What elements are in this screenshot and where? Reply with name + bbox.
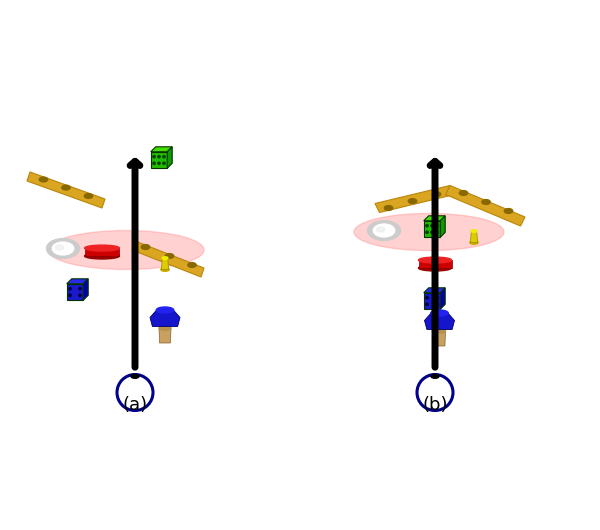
Ellipse shape: [504, 209, 513, 214]
Circle shape: [436, 303, 438, 305]
Circle shape: [153, 162, 155, 164]
Ellipse shape: [142, 245, 150, 250]
Polygon shape: [419, 260, 452, 268]
Ellipse shape: [52, 242, 74, 255]
Polygon shape: [445, 186, 525, 226]
Circle shape: [426, 225, 428, 227]
Ellipse shape: [384, 206, 392, 210]
Circle shape: [426, 231, 428, 233]
Polygon shape: [85, 248, 119, 256]
Ellipse shape: [432, 192, 440, 197]
Polygon shape: [132, 241, 204, 277]
Ellipse shape: [460, 191, 468, 196]
Polygon shape: [151, 147, 172, 152]
Ellipse shape: [159, 326, 171, 330]
Polygon shape: [425, 313, 455, 330]
Circle shape: [436, 225, 438, 227]
Polygon shape: [424, 216, 445, 221]
Polygon shape: [470, 231, 478, 243]
Circle shape: [158, 155, 160, 158]
Ellipse shape: [188, 262, 196, 268]
Polygon shape: [424, 221, 440, 237]
Polygon shape: [440, 216, 445, 237]
Polygon shape: [161, 258, 169, 269]
Polygon shape: [151, 152, 167, 168]
Ellipse shape: [84, 193, 93, 198]
Polygon shape: [424, 288, 445, 293]
Circle shape: [79, 294, 81, 296]
Circle shape: [431, 231, 433, 233]
Ellipse shape: [367, 220, 401, 241]
Ellipse shape: [40, 177, 48, 182]
Ellipse shape: [56, 245, 64, 250]
Ellipse shape: [482, 200, 490, 205]
Ellipse shape: [85, 253, 119, 259]
Polygon shape: [67, 279, 88, 284]
Circle shape: [79, 288, 81, 290]
Circle shape: [153, 155, 155, 158]
Circle shape: [436, 297, 438, 299]
Polygon shape: [27, 172, 105, 208]
Polygon shape: [440, 288, 445, 309]
Polygon shape: [167, 147, 172, 168]
Circle shape: [69, 288, 71, 290]
Ellipse shape: [62, 185, 70, 190]
Ellipse shape: [85, 245, 119, 251]
Polygon shape: [150, 310, 180, 326]
Ellipse shape: [47, 238, 79, 259]
Polygon shape: [67, 284, 83, 301]
Circle shape: [426, 303, 428, 305]
Ellipse shape: [156, 307, 174, 313]
Circle shape: [436, 231, 438, 233]
Polygon shape: [434, 331, 445, 346]
Ellipse shape: [161, 268, 169, 271]
Ellipse shape: [373, 224, 395, 237]
Ellipse shape: [419, 257, 452, 263]
Ellipse shape: [431, 374, 439, 378]
Circle shape: [163, 162, 165, 164]
Polygon shape: [159, 328, 171, 343]
Ellipse shape: [166, 253, 174, 259]
Ellipse shape: [377, 227, 385, 232]
Circle shape: [431, 225, 433, 227]
Ellipse shape: [471, 229, 477, 233]
Ellipse shape: [470, 241, 478, 244]
Ellipse shape: [131, 374, 139, 378]
Ellipse shape: [431, 310, 448, 316]
Ellipse shape: [354, 214, 504, 251]
Polygon shape: [424, 293, 440, 309]
Ellipse shape: [162, 257, 168, 260]
Text: (a): (a): [122, 396, 148, 414]
Ellipse shape: [48, 231, 204, 269]
Circle shape: [426, 297, 428, 299]
Polygon shape: [83, 279, 88, 301]
Ellipse shape: [433, 329, 445, 333]
Text: (b): (b): [422, 396, 448, 414]
Ellipse shape: [419, 265, 452, 271]
Ellipse shape: [408, 199, 416, 204]
Circle shape: [158, 162, 160, 164]
Polygon shape: [375, 186, 455, 213]
Circle shape: [163, 155, 165, 158]
Circle shape: [69, 294, 71, 296]
